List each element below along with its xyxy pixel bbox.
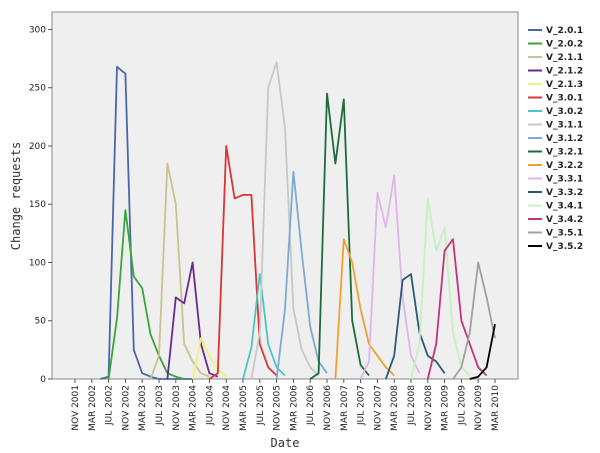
series-line xyxy=(452,261,496,380)
y-tick-label: 0 xyxy=(40,375,46,385)
x-tick-label: MAR 2008 xyxy=(390,385,400,431)
series-line xyxy=(426,238,488,380)
series-line xyxy=(99,65,193,380)
x-tick-label: MAR 2010 xyxy=(491,385,501,431)
legend-label: V_3.4.2 xyxy=(546,215,583,225)
x-axis-label: Date xyxy=(271,436,300,450)
y-tick-label: 50 xyxy=(35,317,47,327)
legend-label: V_3.2.1 xyxy=(546,148,583,158)
series-line xyxy=(149,162,210,380)
y-tick-label: 300 xyxy=(29,25,46,35)
x-tick-label: NOV 2002 xyxy=(121,385,131,431)
series-line xyxy=(384,273,446,380)
x-tick-label: MAR 2004 xyxy=(189,385,199,431)
x-tick-label: MAR 2002 xyxy=(88,385,98,431)
x-tick-label: JUL 2002 xyxy=(105,385,115,426)
x-tick-label: MAR 2009 xyxy=(441,385,451,431)
x-tick-label: JUL 2007 xyxy=(357,385,367,426)
series-line xyxy=(250,61,320,380)
x-tick-label: MAR 2006 xyxy=(289,385,299,431)
series-line xyxy=(410,197,471,380)
legend-label: V_3.4.1 xyxy=(546,202,583,212)
legend-label: V_3.1.1 xyxy=(546,121,583,131)
y-tick-label: 150 xyxy=(29,200,46,210)
x-tick-label: NOV 2009 xyxy=(474,385,484,431)
x-tick-label: NOV 2006 xyxy=(323,385,333,431)
legend-label: V_3.2.2 xyxy=(546,161,583,171)
legend-label: V_2.1.1 xyxy=(546,53,583,63)
plot-area xyxy=(51,11,519,380)
series-line xyxy=(469,324,496,380)
series-line xyxy=(359,174,421,380)
series-line xyxy=(208,145,278,380)
x-tick-label: NOV 2005 xyxy=(273,385,283,431)
series-line xyxy=(309,92,370,380)
y-tick-label: 100 xyxy=(29,258,46,268)
x-tick-label: MAR 2003 xyxy=(138,385,148,431)
y-tick-label: 250 xyxy=(29,84,46,94)
legend-label: V_2.0.2 xyxy=(546,40,583,50)
y-axis-label: Change requests xyxy=(9,142,23,250)
legend-label: V_2.1.3 xyxy=(546,80,583,90)
legend-label: V_2.1.2 xyxy=(546,67,583,77)
x-tick-label: NOV 2008 xyxy=(424,385,434,431)
legend-label: V_3.1.2 xyxy=(546,134,583,144)
x-tick-label: JUL 2008 xyxy=(407,385,417,426)
legend-label: V_2.0.1 xyxy=(546,26,583,36)
x-tick-label: NOV 2007 xyxy=(373,385,383,431)
x-tick-label: JUL 2004 xyxy=(205,385,215,426)
x-tick-label: NOV 2004 xyxy=(222,385,232,431)
legend-label: V_3.5.2 xyxy=(546,242,583,252)
legend-label: V_3.5.1 xyxy=(546,229,583,239)
legend-label: V_3.3.1 xyxy=(546,175,583,185)
y-tick-label: 200 xyxy=(29,142,46,152)
legend-label: V_3.0.1 xyxy=(546,94,583,104)
series-line xyxy=(334,238,395,380)
series-line xyxy=(107,209,185,380)
x-tick-label: JUL 2006 xyxy=(306,385,316,426)
x-tick-label: NOV 2003 xyxy=(172,385,182,431)
x-tick-label: MAR 2007 xyxy=(340,385,350,431)
x-tick-label: NOV 2001 xyxy=(71,385,81,431)
series-line xyxy=(166,261,219,380)
x-tick-label: MAR 2005 xyxy=(239,385,249,431)
x-tick-label: JUL 2009 xyxy=(457,385,467,426)
x-tick-label: JUL 2003 xyxy=(155,385,165,426)
legend-label: V_3.0.2 xyxy=(546,107,583,117)
legend-label: V_3.3.2 xyxy=(546,188,583,198)
series-line xyxy=(191,337,227,380)
x-tick-label: JUL 2005 xyxy=(256,385,266,426)
